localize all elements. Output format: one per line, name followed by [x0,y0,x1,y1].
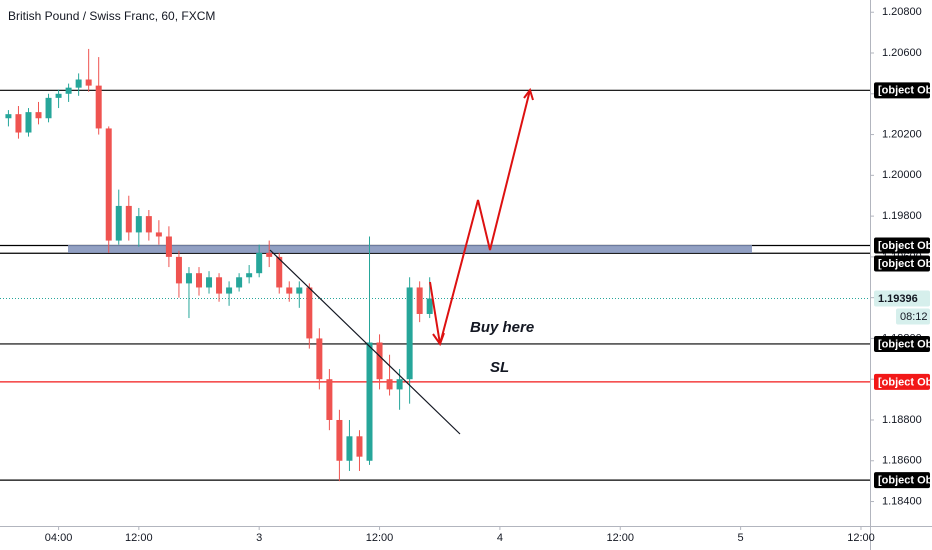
projection-arrow [429,89,531,345]
x-tick-label: 12:00 [125,532,153,544]
y-tick-label: 1.20600 [882,47,922,59]
level-label: [object Object] [878,85,932,97]
candle-body [125,205,132,233]
candle-body [55,93,62,98]
candle-body [206,277,213,288]
y-tick-label: 1.20200 [882,128,922,140]
level-label-box [874,255,930,272]
y-tick-label: 1.18600 [882,455,922,467]
candle-body [95,85,102,129]
level-label-box [874,237,930,254]
candle-body [256,252,263,274]
current-price-label: 1.19396 [878,293,918,305]
level-label: [object Object] [878,475,932,487]
candle-body [426,298,433,314]
y-tick-label: 1.20800 [882,6,922,18]
arrow-head [432,332,445,347]
y-tick-label: 1.19800 [882,210,922,222]
chart-title: British Pound / Swiss Franc, 60, FXCM [8,9,215,23]
level-label-box [874,335,930,352]
candle-body [246,273,253,278]
candle-body [336,419,343,461]
x-tick-label: 5 [738,532,744,544]
candle-body [376,342,383,380]
candle-body [306,287,313,339]
level-label: [object Object] [878,338,932,350]
candle-body [165,236,172,257]
candle-body [65,87,72,94]
candle-body [276,256,283,288]
candle-body [35,112,42,119]
annotation: SL [490,359,509,376]
candle-body [75,79,82,88]
candle-body [236,277,243,288]
candle-body [356,436,363,457]
candle-body [366,342,373,461]
candle-body [296,287,303,294]
candle-body [185,273,192,284]
candle-body [145,216,152,233]
candle-body [175,256,182,284]
candle-body [226,287,233,294]
candle-body [286,287,293,294]
level-label: [object Object] [878,258,932,270]
candle-body [216,277,223,294]
candle-body [105,128,112,241]
x-tick-label: 4 [497,532,503,544]
candle-body [135,216,142,233]
candle-body [15,114,22,133]
candle-body [416,287,423,314]
candle-body [406,287,413,380]
candle-body [195,273,202,288]
x-tick-label: 3 [256,532,262,544]
axes: 1.184001.186001.188001.190001.192001.194… [45,6,932,544]
arrow-head [523,87,534,101]
candle-body [326,379,333,420]
trend-line [269,249,461,435]
level-label-box [874,472,930,489]
x-tick-label: 12:00 [366,532,394,544]
zone [68,245,752,253]
countdown: 08:12 [900,311,928,323]
candle-body [346,436,353,461]
candles [5,48,433,482]
x-tick-label: 04:00 [45,532,73,544]
candle-body [115,205,122,241]
candle-body [316,338,323,380]
y-tick-label: 1.20000 [882,169,922,181]
candle-body [85,79,92,86]
candle-body [25,112,32,133]
x-tick-label: 12:00 [606,532,634,544]
x-tick-label: 12:00 [847,532,875,544]
candle-body [155,232,162,237]
level-label-box [874,82,930,99]
candle-body [266,252,273,257]
y-tick-label: 1.18800 [882,414,922,426]
annotation: Buy here [470,319,534,336]
level-label-box [874,373,930,390]
candle-body [45,97,52,119]
current-price-label-box [874,290,930,307]
countdown-box [896,308,930,325]
level-label: [object Object] [878,376,932,388]
candle-body [5,114,12,119]
candle-body [386,379,393,390]
y-tick-label: 1.18400 [882,495,922,507]
level-label: [object Object] [878,240,932,252]
candle-body [396,379,403,390]
